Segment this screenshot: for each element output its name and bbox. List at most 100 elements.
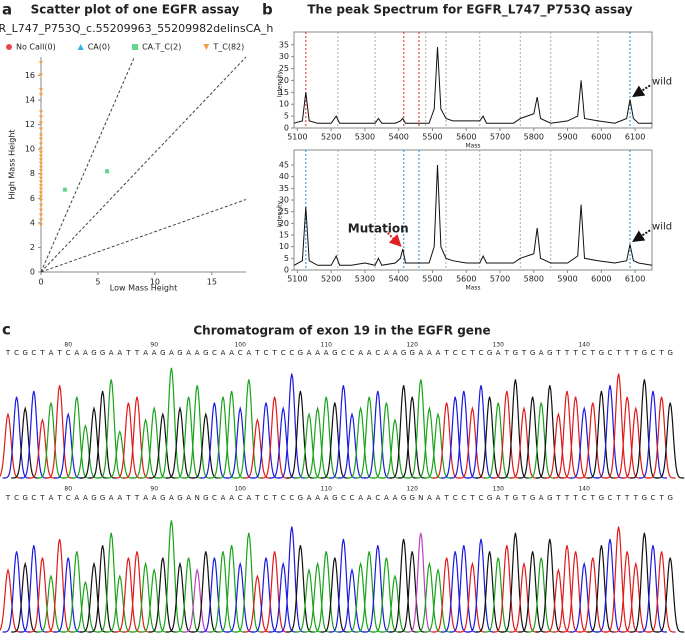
base-call: A [324, 349, 329, 357]
trace-peak [406, 379, 435, 479]
base-call: G [667, 349, 672, 357]
trace-peak [346, 406, 375, 479]
trace-peak [432, 557, 461, 633]
trace-peak [140, 567, 169, 633]
position-label: 80 [64, 486, 72, 493]
base-call: T [5, 349, 11, 357]
base-call: A [49, 349, 54, 357]
trace-peak [389, 538, 418, 633]
x-axis-label: Mass [465, 285, 480, 292]
legend-label: T_C(82) [212, 43, 244, 52]
base-call: G [332, 349, 337, 357]
trace-peak [174, 557, 203, 633]
trace-peak [209, 551, 237, 633]
y-tick-label: 40 [279, 172, 289, 181]
panel-label: c [2, 321, 11, 339]
position-label: 140 [578, 342, 590, 349]
x-tick-label: 5300 [355, 275, 375, 284]
y-axis-label: Intensity [277, 70, 284, 97]
base-call: A [74, 349, 79, 357]
trace-peak [191, 412, 220, 479]
base-call: T [469, 349, 475, 357]
y-tick-label: 5 [284, 112, 289, 121]
x-tick-label: 5700 [490, 275, 510, 284]
base-call: C [212, 349, 217, 357]
trace-peak [553, 390, 581, 479]
point [39, 73, 43, 78]
base-call: T [590, 494, 596, 502]
point [39, 198, 43, 203]
base-call: A [358, 494, 363, 502]
legend-label: No Call(0) [16, 43, 56, 52]
base-call: T [555, 494, 561, 502]
x-tick-label: 5 [95, 278, 100, 287]
trace-peak [553, 545, 581, 633]
base-call: C [479, 494, 484, 502]
panel-label: b [262, 1, 273, 19]
trace-peak [62, 551, 91, 633]
trace-peak [148, 557, 177, 633]
x-tick-label: 5300 [355, 133, 375, 142]
base-call: T [564, 494, 570, 502]
trace-peak [363, 545, 392, 633]
base-call: A [229, 494, 234, 502]
base-call: A [109, 494, 114, 502]
base-call: C [350, 349, 355, 357]
base-call: T [271, 494, 277, 502]
trace-peak [449, 390, 478, 479]
base-call: A [221, 494, 226, 502]
trace-peak [544, 567, 573, 633]
y-tick-label: 10 [279, 100, 289, 109]
trace-peak [114, 402, 143, 479]
base-call: C [238, 494, 243, 502]
position-label: 140 [578, 486, 590, 493]
trace-peak [544, 412, 573, 479]
base-call: G [298, 494, 303, 502]
point [39, 172, 43, 177]
base-call: A [384, 349, 389, 357]
position-label: 100 [234, 486, 246, 493]
plot-frame [293, 149, 653, 271]
base-call: A [307, 349, 312, 357]
trace-peak [312, 396, 341, 479]
trace-peak [226, 406, 255, 479]
base-call: G [332, 494, 337, 502]
x-tick-label: 5200 [321, 275, 341, 284]
base-call: T [271, 349, 277, 357]
base-call: T [633, 349, 639, 357]
y-tick-label: 10 [279, 242, 289, 251]
trace-peak [217, 390, 246, 479]
base-call: T [615, 494, 621, 502]
base-call: G [599, 349, 604, 357]
x-tick-label: 0 [38, 278, 43, 287]
base-call: C [350, 494, 355, 502]
y-tick-label: 15 [279, 231, 289, 240]
y-tick-label: 25 [279, 207, 289, 216]
base-call: T [521, 494, 527, 502]
y-tick-label: 0 [284, 124, 289, 133]
trace-peak [535, 538, 564, 633]
base-call: G [513, 349, 518, 357]
trace-peak [140, 406, 169, 479]
trace-peak [303, 561, 332, 633]
trace-peak [329, 385, 358, 479]
trace-peak [596, 385, 624, 479]
x-tick-label: 6000 [591, 133, 611, 142]
base-call: T [504, 349, 510, 357]
trace-peak [647, 396, 676, 479]
trace-peak [269, 561, 298, 633]
base-call: C [212, 494, 217, 502]
base-call: A [436, 494, 441, 502]
base-call: T [521, 349, 527, 357]
trace-peak [518, 551, 547, 633]
trace-peak [424, 412, 452, 479]
x-tick-label: 10 [150, 278, 160, 287]
trace-peak [88, 545, 117, 633]
base-call: G [177, 349, 182, 357]
base-call: A [143, 494, 148, 502]
base-call: A [117, 494, 122, 502]
trace-peak [37, 574, 65, 633]
base-call: G [177, 494, 182, 502]
base-call: C [264, 349, 269, 357]
